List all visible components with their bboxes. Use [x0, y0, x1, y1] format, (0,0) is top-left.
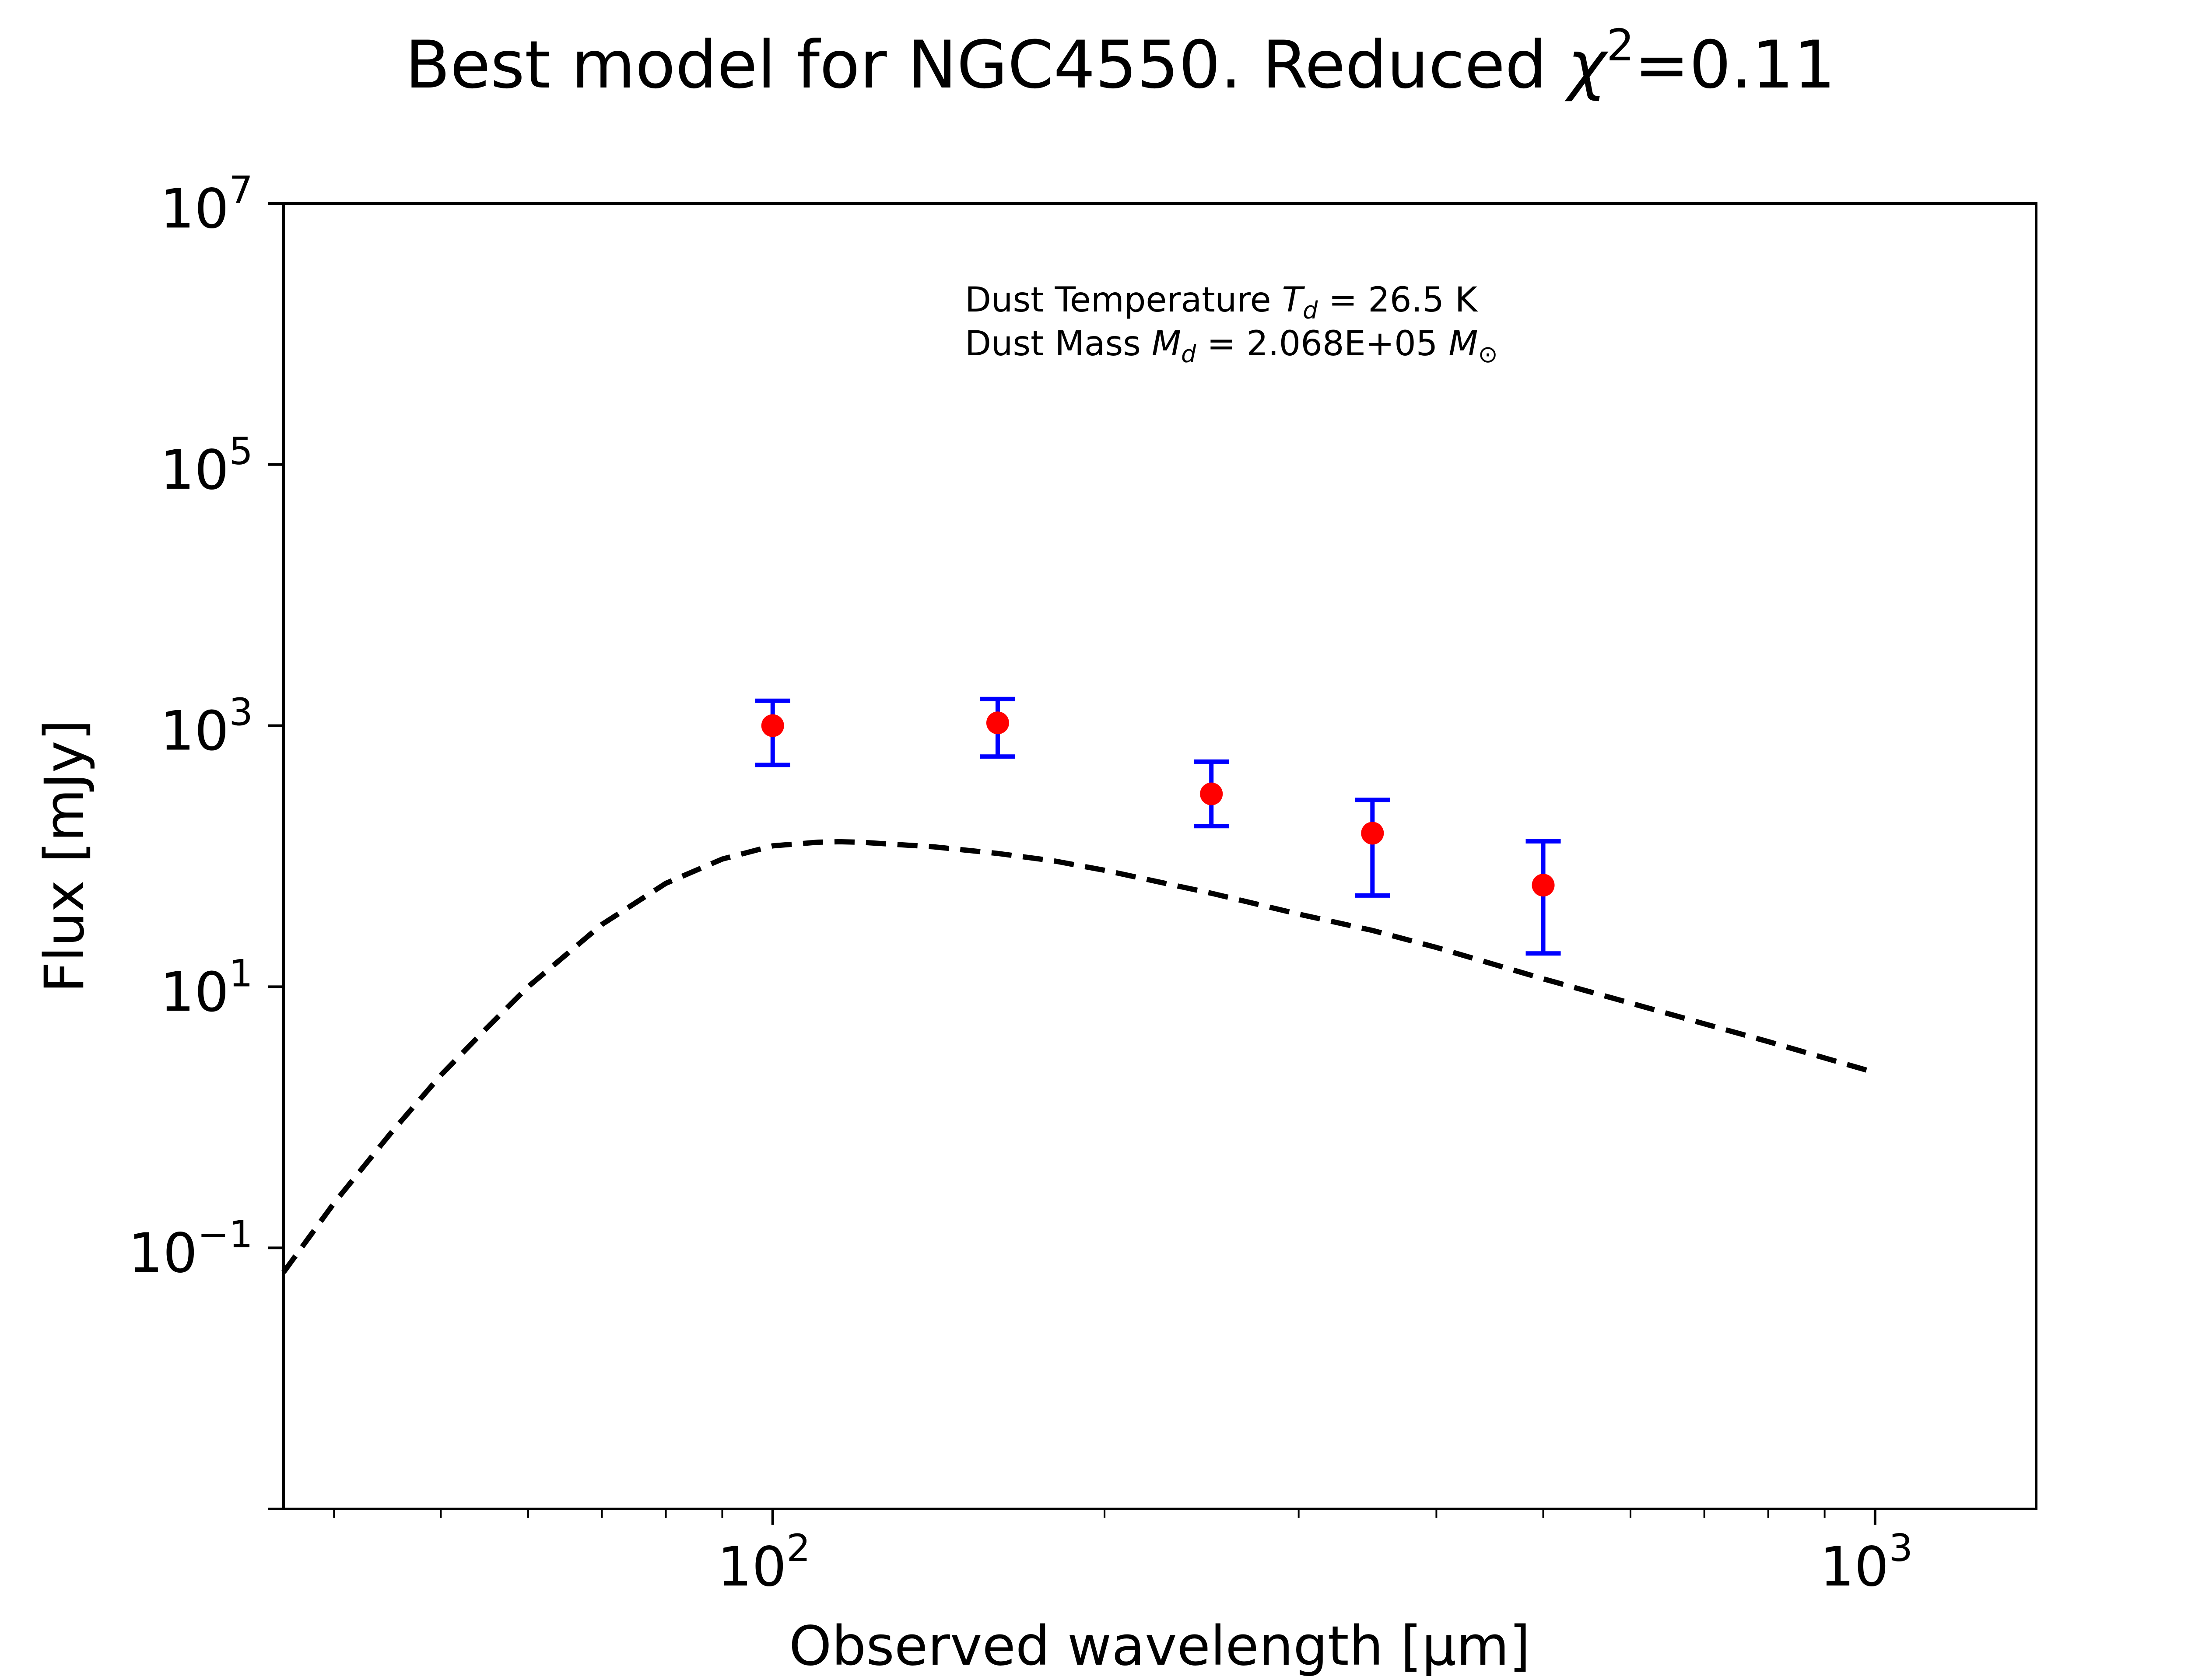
- annotation-dust-temperature: Dust Temperature Td = 26.5 K: [965, 280, 1478, 324]
- data-point-group: [980, 696, 1015, 759]
- x-axis-ticks: 102 103: [717, 1509, 1913, 1599]
- y-tick-label: 101: [160, 952, 253, 1024]
- data-point: [761, 714, 784, 737]
- y-axis-label: Flux [mJy]: [33, 720, 96, 993]
- data-point: [1200, 782, 1223, 805]
- data-point-group: [1355, 798, 1390, 898]
- x-minor-ticks: [333, 1509, 1826, 1518]
- data-point-group: [1194, 759, 1229, 829]
- data-points-layer: [755, 696, 1561, 956]
- y-tick-label: 10−1: [128, 1213, 253, 1285]
- x-axis-label: Observed wavelength [μm]: [789, 1615, 1530, 1678]
- data-point-group: [755, 698, 790, 767]
- y-axis-ticks: 10−1 101 103 105 107: [128, 168, 284, 1510]
- y-tick-label: 105: [160, 430, 253, 502]
- data-point: [986, 711, 1009, 735]
- chart-title: Best model for NGC4550. Reduced χ2=0.11: [405, 20, 1836, 103]
- plot-area: [282, 202, 2037, 1510]
- data-point-group: [1525, 839, 1561, 956]
- model-curve: [281, 839, 1876, 1274]
- data-point: [1361, 822, 1384, 845]
- x-tick-label: 102: [717, 1526, 810, 1599]
- model-curve-layer: [281, 839, 1876, 1274]
- x-tick-label: 103: [1820, 1526, 1913, 1599]
- y-tick-label: 103: [160, 691, 253, 763]
- data-point: [1532, 874, 1555, 897]
- annotation-dust-mass: Dust Mass Md = 2.068E+05 M⊙: [965, 324, 1498, 368]
- y-tick-label: 107: [160, 168, 253, 241]
